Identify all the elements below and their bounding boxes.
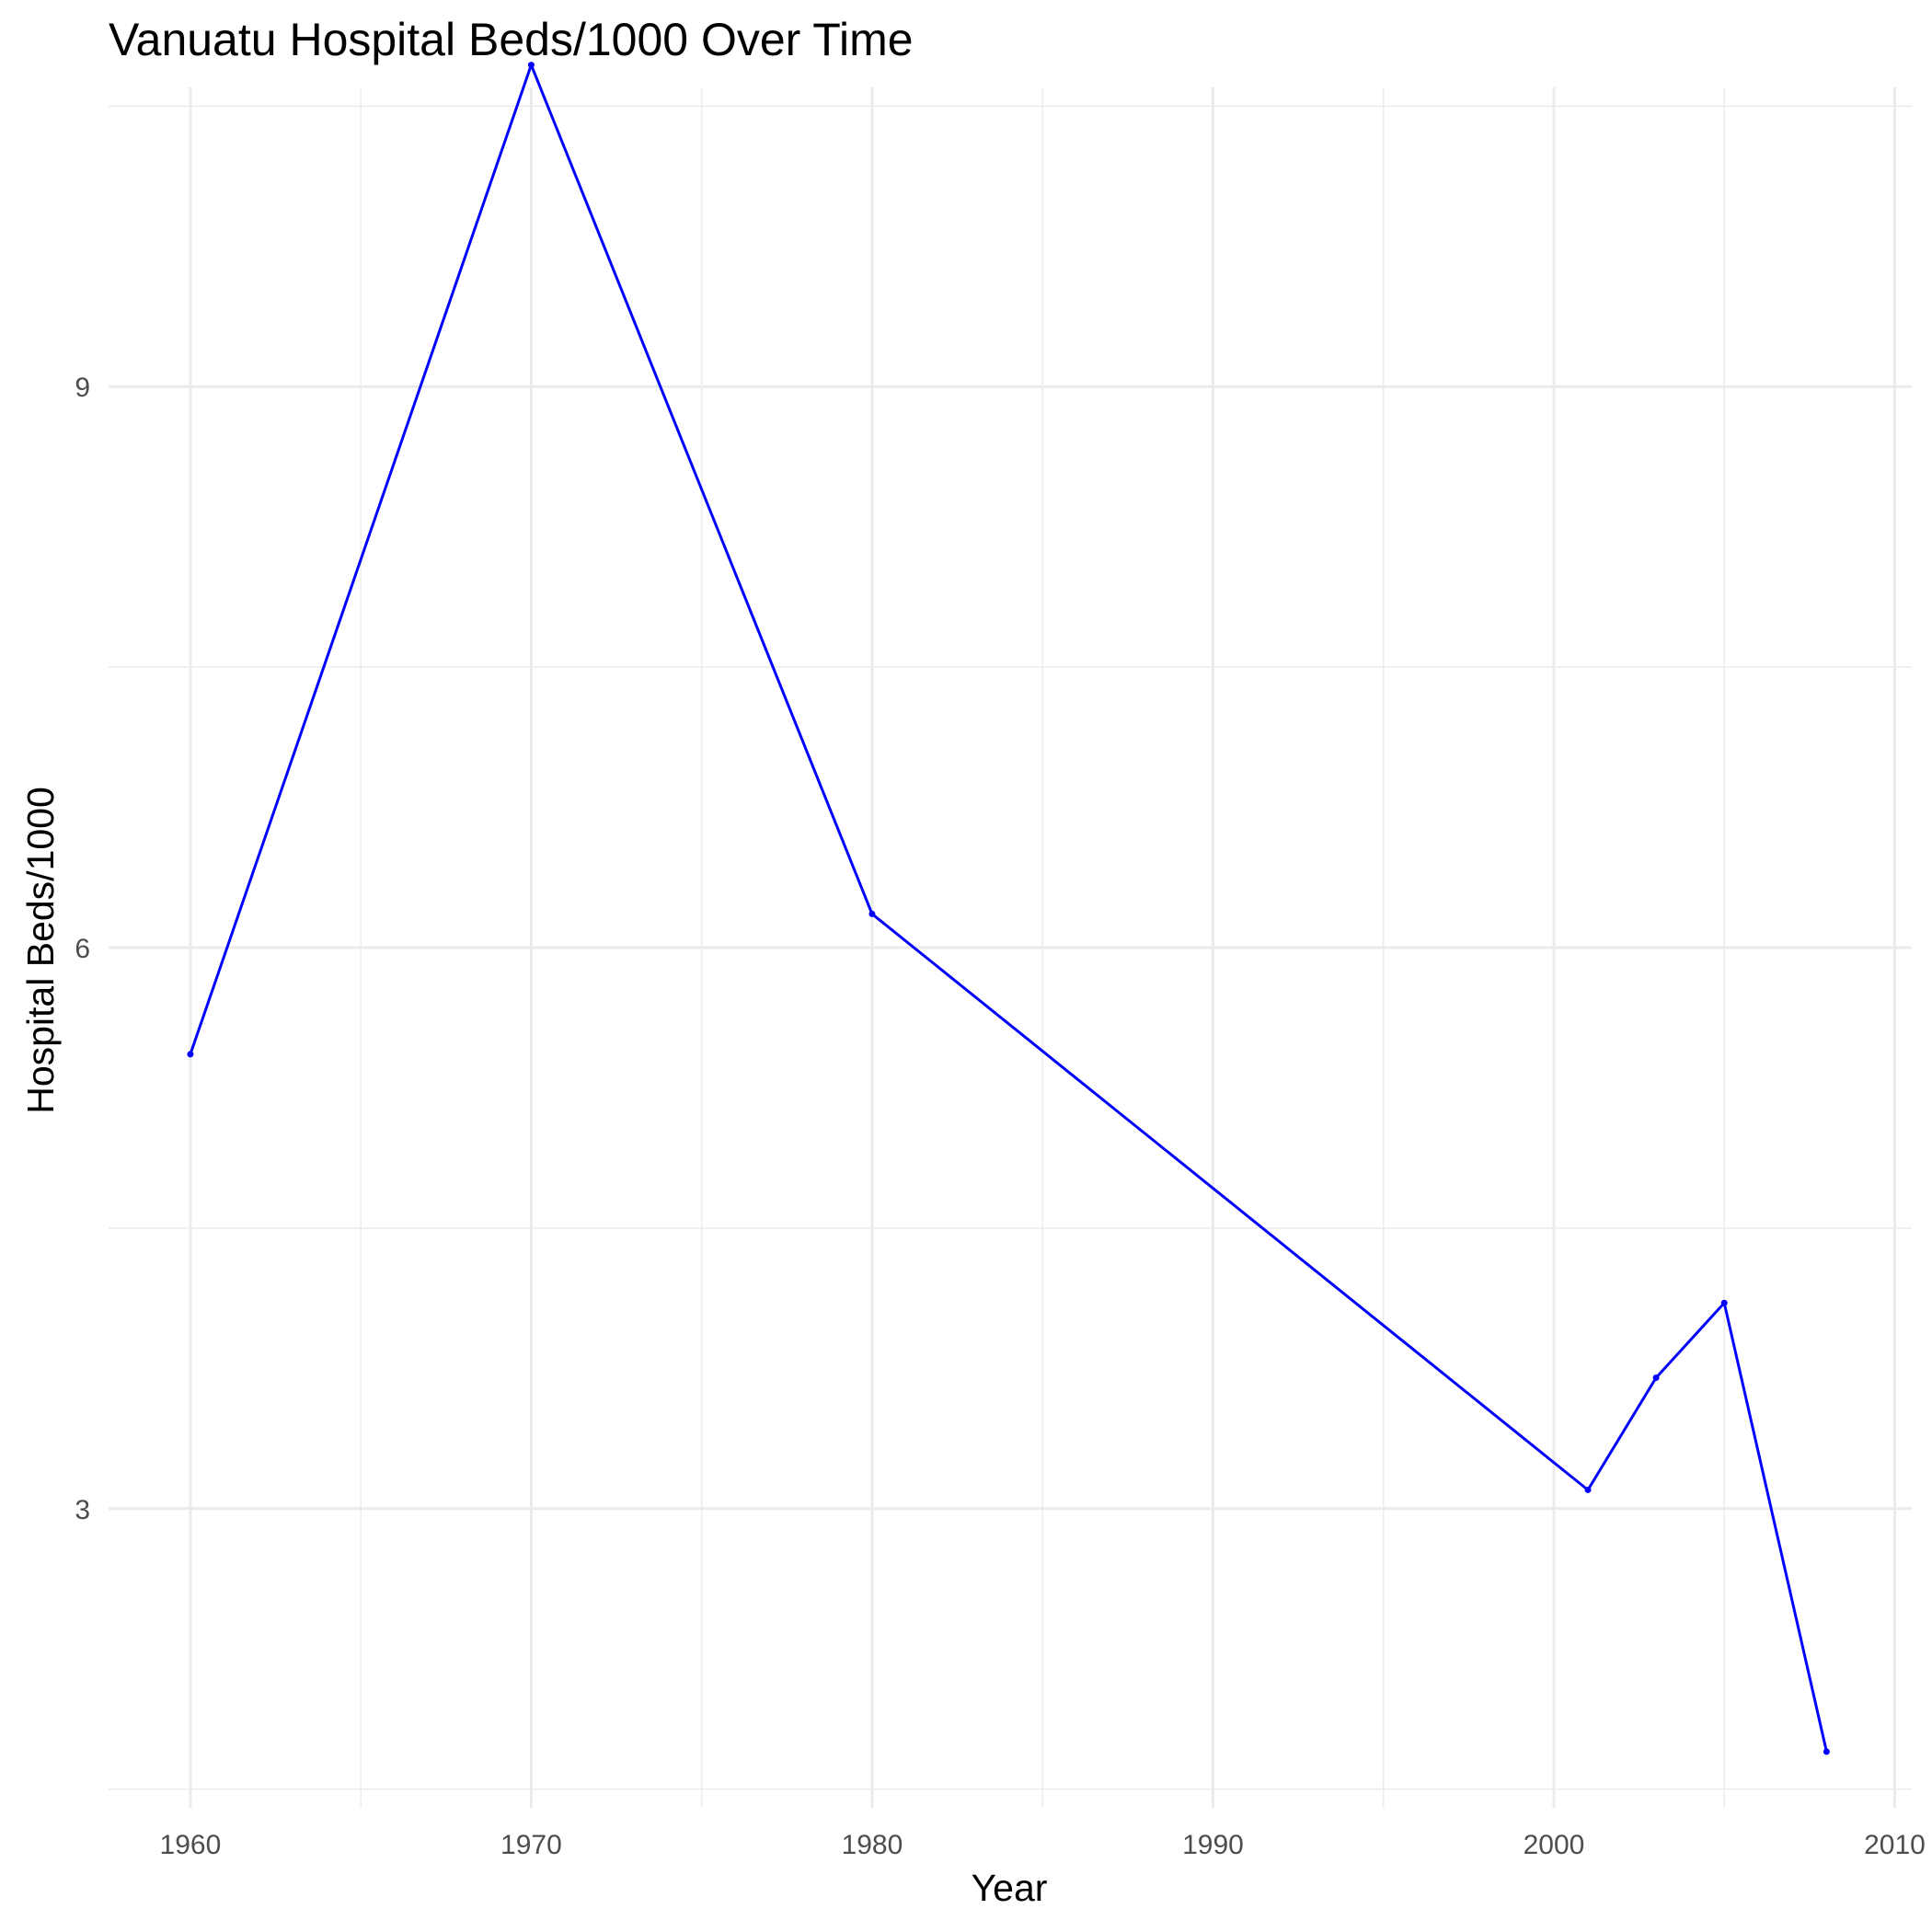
x-tick-label: 1990 — [1182, 1830, 1244, 1860]
data-point — [187, 1051, 194, 1058]
major-gridlines — [109, 87, 1912, 1808]
y-tick-labels: 3 6 9 — [75, 373, 90, 1525]
data-point — [1652, 1374, 1660, 1381]
y-tick-label: 6 — [75, 934, 90, 964]
y-tick-label: 9 — [75, 373, 90, 403]
x-tick-label: 1970 — [500, 1830, 562, 1860]
x-tick-label: 2000 — [1524, 1830, 1585, 1860]
data-point — [1720, 1299, 1728, 1306]
x-tick-label: 2010 — [1864, 1830, 1926, 1860]
data-point — [1823, 1748, 1830, 1755]
data-point — [527, 62, 535, 69]
x-axis-title: Year — [972, 1867, 1048, 1909]
data-point — [868, 910, 876, 917]
x-tick-labels: 1960 1970 1980 1990 2000 2010 — [160, 1830, 1926, 1860]
x-tick-label: 1960 — [160, 1830, 222, 1860]
y-axis-title: Hospital Beds/1000 — [19, 787, 62, 1114]
chart-title: Vanuatu Hospital Beds/1000 Over Time — [109, 14, 914, 65]
data-point — [1584, 1486, 1592, 1493]
x-tick-label: 1980 — [842, 1830, 903, 1860]
y-tick-label: 3 — [75, 1495, 90, 1525]
series-layer — [187, 62, 1830, 1755]
